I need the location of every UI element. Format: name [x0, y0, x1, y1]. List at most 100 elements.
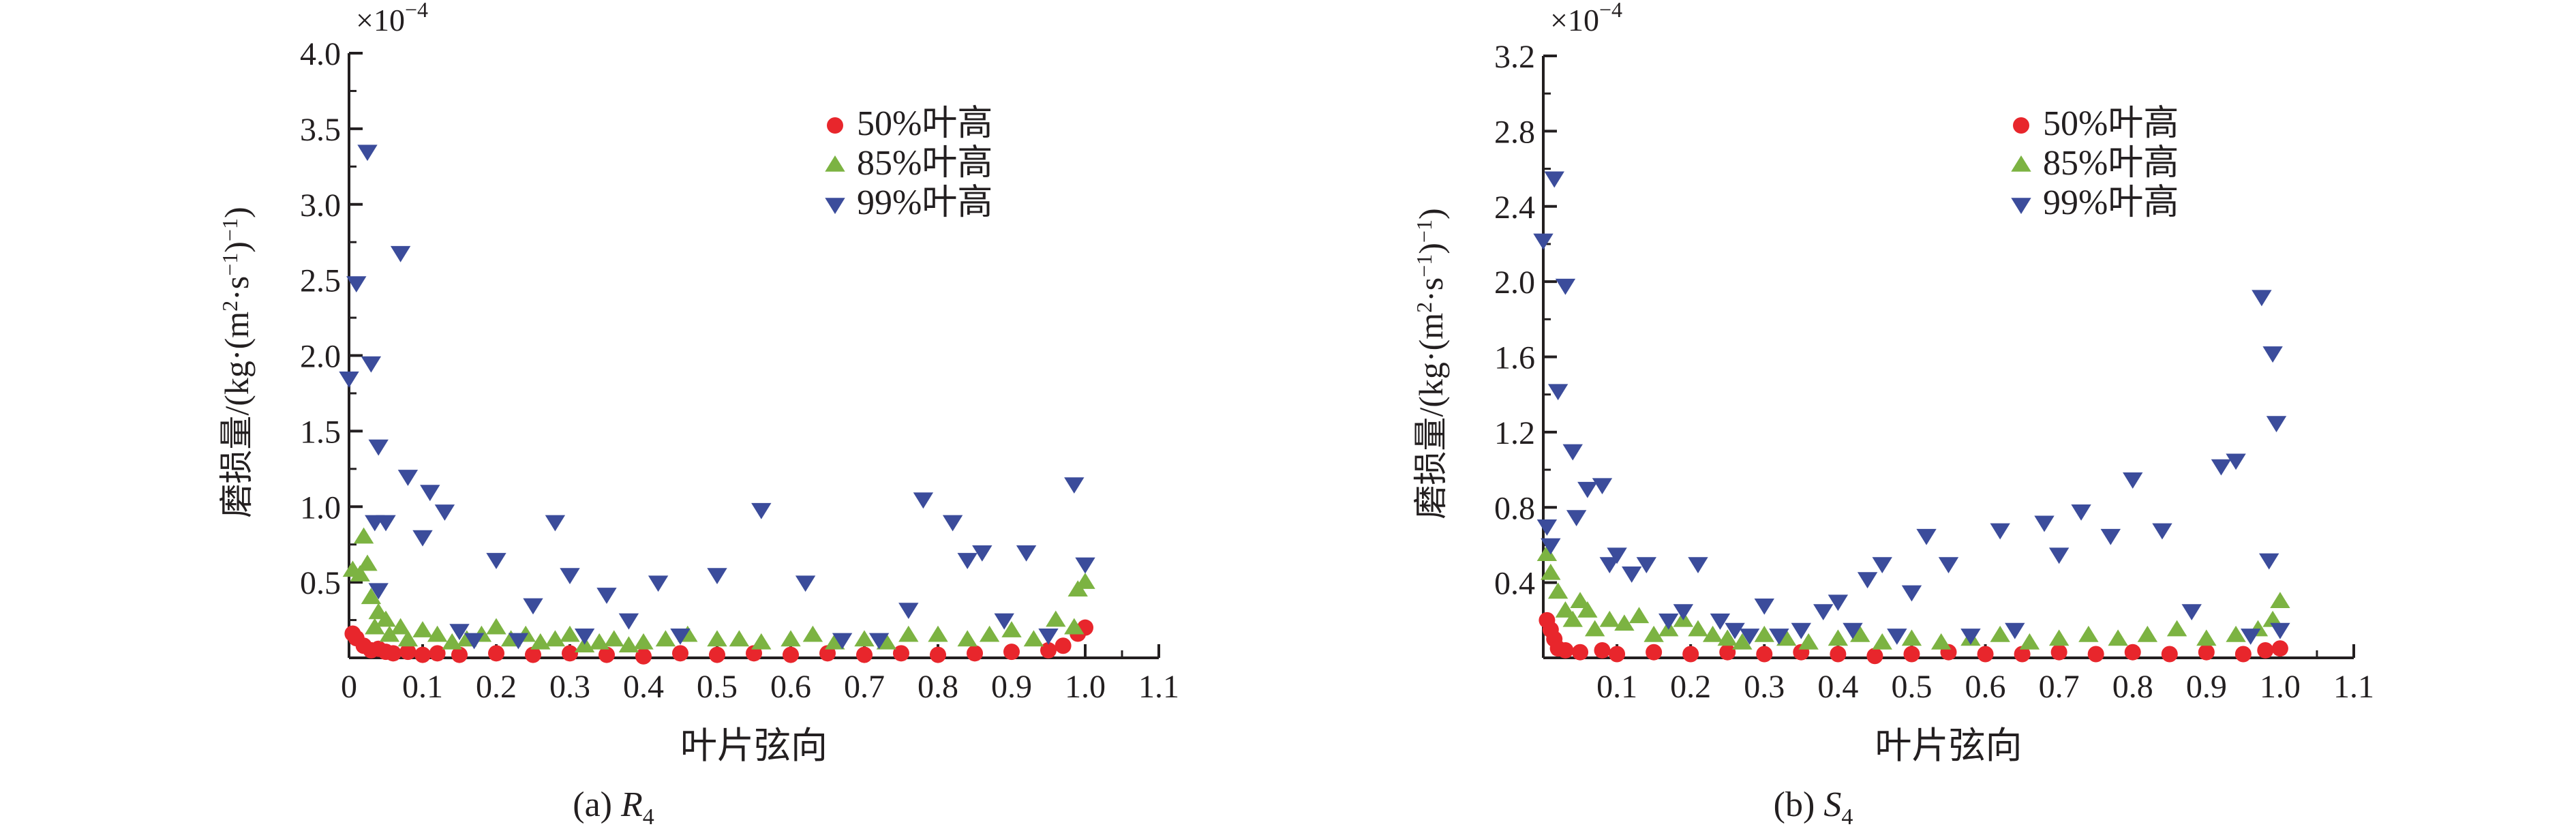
data-point-50pct	[2124, 644, 2141, 661]
y-tick-label: 4.0	[300, 36, 341, 72]
y-tick-label: 2.5	[300, 263, 341, 299]
data-point-50pct	[1609, 646, 1626, 663]
data-point-99pct	[1555, 278, 1576, 295]
data-point-99pct	[2048, 547, 2070, 564]
data-point-85pct	[357, 554, 378, 571]
data-point-99pct	[2252, 290, 2272, 307]
data-point-85pct	[365, 618, 385, 635]
data-point-99pct	[1857, 572, 1878, 589]
data-point-85pct	[1930, 633, 1952, 650]
data-point-85pct	[1570, 592, 1590, 609]
data-point-99pct	[1075, 557, 1095, 574]
data-point-99pct	[2226, 453, 2246, 470]
data-point-85pct	[1717, 629, 1738, 646]
data-point-99pct	[942, 515, 963, 532]
y-tick-label: 0.8	[1494, 490, 1535, 526]
data-point-85pct	[1584, 620, 1605, 637]
legend-label-85: 85%叶高	[2043, 144, 2179, 183]
data-point-85pct	[1555, 601, 1576, 618]
chart-panel-b: 0.1 0.2 0.3 0.4 0.5 0.6 0.7 0.8 0.9 1.0 1.1 0.4 0.8 1…	[1412, 0, 2374, 830]
data-point-50pct	[525, 646, 541, 663]
data-point-50pct	[1903, 646, 1920, 663]
data-point-50pct	[488, 645, 504, 662]
data-point-85pct	[442, 633, 462, 650]
legend-b: 50%叶高 85%叶高 99%叶高	[2011, 104, 2179, 222]
legend-label-85: 85%叶高	[857, 144, 992, 183]
data-point-85pct	[2137, 625, 2158, 642]
x-tick-label: 0.1	[402, 669, 443, 705]
data-point-50pct	[856, 646, 873, 663]
legend-label-50: 50%叶高	[857, 104, 992, 143]
data-points-a	[339, 145, 1095, 665]
data-point-85pct	[379, 625, 400, 642]
data-point-99pct	[2152, 523, 2172, 540]
caption-a: (a) R4	[573, 785, 654, 830]
data-point-99pct	[1710, 614, 1731, 630]
data-point-50pct	[2234, 646, 2252, 663]
x-axis-label-a: 叶片弦向	[680, 725, 828, 766]
data-point-85pct	[545, 630, 566, 647]
x-tick-label: 0.9	[991, 669, 1032, 705]
data-point-50pct	[2198, 644, 2215, 661]
data-point-99pct	[1577, 481, 1598, 498]
data-point-85pct	[1643, 625, 1664, 642]
axes-a: 0 0.1 0.2 0.3 0.4 0.5 0.6 0.7 0.8 0.9 1.0 1.1 0.5 1.0…	[300, 36, 1179, 705]
data-point-99pct	[1887, 629, 1907, 645]
x-tick-label: 0.3	[549, 669, 590, 705]
data-point-85pct	[1562, 610, 1583, 627]
data-point-99pct	[1592, 478, 1613, 495]
data-point-99pct	[670, 628, 691, 645]
data-point-99pct	[1566, 510, 1587, 527]
data-point-50pct	[672, 645, 688, 662]
data-point-99pct	[1725, 622, 1745, 639]
x-tick-label: 0.6	[1965, 669, 2006, 705]
data-point-99pct	[2262, 346, 2283, 363]
x-tick-label: 0.5	[1891, 669, 1932, 705]
x-tick-label: 0.8	[2112, 669, 2153, 705]
data-point-99pct	[868, 633, 890, 650]
data-point-85pct	[1990, 625, 2010, 642]
data-point-99pct	[486, 553, 506, 569]
data-point-50pct	[1719, 644, 1736, 661]
data-point-99pct	[2270, 622, 2290, 639]
data-point-50pct	[1557, 641, 1574, 659]
data-point-85pct	[928, 625, 948, 642]
y-tick-label: 2.4	[1494, 190, 1535, 226]
data-point-85pct	[1688, 620, 1708, 637]
data-point-99pct	[1916, 528, 1937, 545]
data-point-85pct	[560, 625, 580, 642]
y-axis-label-b: 磨损量/(kg·(m2·s−1)−1)	[1412, 208, 1450, 519]
x-tick-label: 0.7	[844, 669, 885, 705]
data-point-85pct	[1850, 625, 1870, 642]
data-point-85pct	[1872, 633, 1892, 650]
data-point-99pct	[1688, 557, 1708, 574]
data-point-99pct	[449, 624, 470, 641]
data-point-85pct	[2078, 625, 2099, 642]
data-point-99pct	[1813, 604, 1834, 621]
x-tick-label: 0.7	[2039, 669, 2080, 705]
data-point-99pct	[913, 492, 934, 509]
x-tick-label: 0	[341, 669, 357, 705]
legend-label-99: 99%叶高	[2043, 183, 2179, 222]
data-point-99pct	[346, 276, 367, 293]
data-point-99pct	[1544, 171, 1564, 188]
data-point-85pct	[898, 625, 919, 642]
data-point-85pct	[2019, 633, 2040, 650]
data-point-99pct	[2266, 416, 2287, 433]
data-point-85pct	[1732, 633, 1753, 650]
y-tick-label: 0.5	[300, 565, 341, 601]
data-point-50pct	[399, 644, 416, 661]
data-point-99pct	[357, 145, 378, 162]
data-point-85pct	[1828, 629, 1849, 646]
data-point-85pct	[1599, 610, 1620, 627]
data-point-99pct	[1607, 547, 1627, 564]
x-tick-label: 1.1	[1138, 669, 1179, 705]
data-point-99pct	[648, 575, 669, 592]
legend-marker-50	[2013, 117, 2029, 134]
data-point-85pct	[655, 630, 676, 647]
data-point-99pct	[1754, 598, 1774, 615]
data-point-99pct	[2071, 504, 2091, 521]
data-point-99pct	[972, 545, 992, 562]
data-point-50pct	[967, 645, 983, 662]
